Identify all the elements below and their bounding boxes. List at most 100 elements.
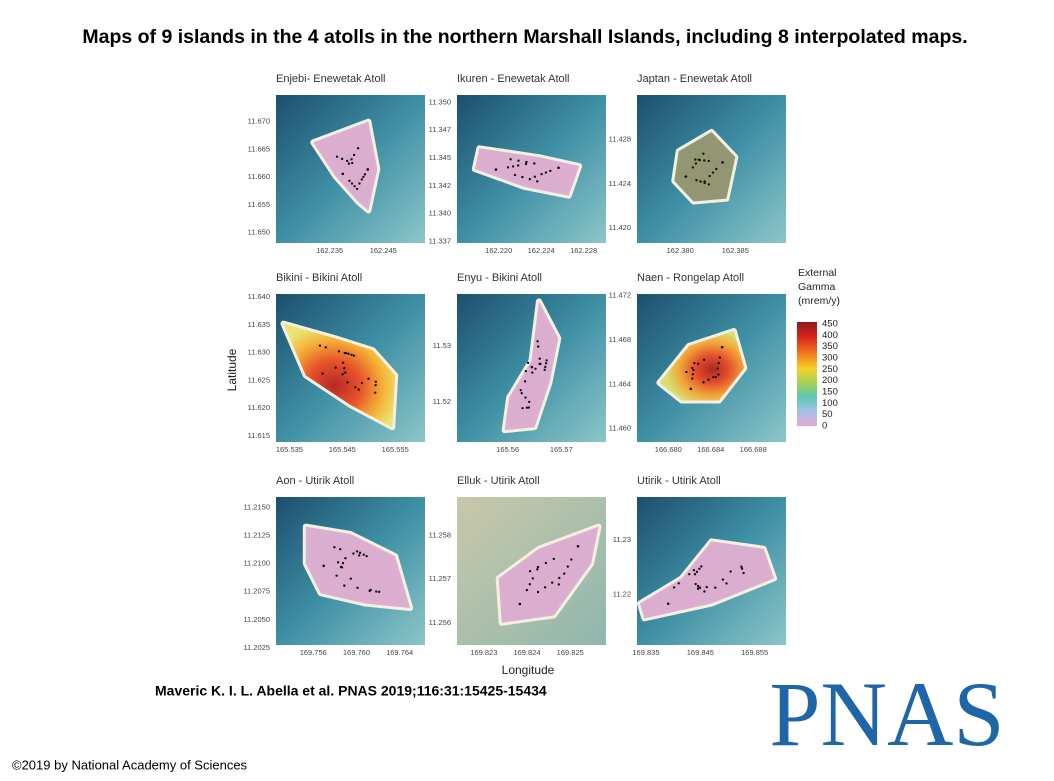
- sample-point: [366, 168, 369, 171]
- sample-point: [691, 373, 695, 376]
- sample-point: [717, 373, 720, 376]
- sample-point: [695, 570, 699, 574]
- y-tick-label: 11.2150: [243, 502, 270, 511]
- sample-point: [347, 352, 350, 356]
- sample-point: [516, 164, 520, 167]
- interpolated-area: [498, 526, 599, 623]
- sample-point: [570, 558, 573, 561]
- sample-point: [528, 569, 532, 573]
- sample-point: [702, 381, 705, 384]
- y-tick-label: 11.420: [609, 223, 631, 232]
- legend-label: 200: [822, 375, 838, 386]
- sample-point: [689, 387, 693, 391]
- sample-point: [528, 400, 531, 404]
- sample-point: [526, 361, 530, 365]
- x-tick-label: 169.823: [470, 648, 497, 657]
- sample-point: [558, 576, 561, 580]
- citation: Maveric K. I. L. Abella et al. PNAS 2019…: [155, 683, 547, 699]
- sample-point: [695, 178, 698, 182]
- y-tick-label: 11.635: [248, 320, 270, 329]
- y-tick-label: 11.428: [609, 134, 631, 143]
- sample-point: [714, 586, 717, 589]
- sample-point: [358, 551, 362, 555]
- sample-point: [696, 587, 700, 590]
- y-tick-label: 11.2025: [243, 643, 270, 652]
- sample-point: [677, 582, 680, 585]
- legend-label: 50: [822, 409, 833, 420]
- sample-point: [341, 373, 344, 376]
- x-tick-label: 166.688: [740, 445, 767, 454]
- sample-point: [346, 381, 349, 384]
- x-axis-label: Longitude: [502, 663, 555, 677]
- sample-point: [368, 589, 371, 593]
- sample-point: [717, 361, 720, 365]
- sample-point: [536, 565, 540, 569]
- sample-point: [705, 585, 708, 589]
- legend-label: 450: [822, 319, 838, 330]
- sample-point: [374, 383, 377, 387]
- sample-point: [692, 568, 696, 572]
- sample-point: [703, 159, 706, 162]
- sample-point: [552, 557, 555, 561]
- sample-point: [550, 581, 554, 584]
- sample-point: [358, 182, 361, 185]
- panel-title: Enyu - Bikini Atoll: [457, 272, 542, 284]
- sample-point: [694, 158, 697, 161]
- sample-point: [377, 590, 381, 594]
- sample-point: [729, 570, 732, 573]
- sample-point: [537, 345, 540, 348]
- x-tick-label: 169.764: [386, 648, 413, 657]
- y-tick-label: 11.625: [248, 375, 270, 384]
- sample-point: [576, 545, 580, 548]
- slide-title: Maps of 9 islands in the 4 atolls in the…: [82, 26, 967, 48]
- sample-point: [672, 586, 676, 589]
- sample-point: [691, 166, 695, 169]
- legend-label: 350: [822, 341, 838, 352]
- sample-point: [725, 582, 728, 585]
- panel-title: Bikini - Bikini Atoll: [276, 272, 362, 284]
- y-tick-label: 11.655: [248, 200, 270, 209]
- sample-point: [350, 158, 353, 161]
- sample-point: [360, 178, 364, 181]
- sample-point: [353, 185, 356, 188]
- sample-point: [525, 160, 528, 164]
- sample-point: [544, 561, 548, 565]
- sample-point: [702, 358, 706, 361]
- sample-point: [347, 162, 351, 165]
- x-tick-label: 169.760: [343, 648, 370, 657]
- y-tick-label: 11.460: [609, 424, 631, 433]
- sample-point: [527, 406, 531, 409]
- sample-point: [521, 406, 524, 410]
- sample-point: [696, 362, 700, 366]
- sample-point: [343, 351, 346, 355]
- copyright: ©2019 by National Academy of Sciences: [12, 757, 248, 772]
- legend-label: 300: [822, 353, 838, 364]
- sample-point: [318, 344, 322, 347]
- sample-point: [524, 162, 528, 166]
- pnas-logo: PNAS: [769, 663, 1004, 765]
- y-tick-label: 11.660: [248, 172, 270, 181]
- x-tick-label: 165.56: [496, 445, 519, 454]
- sample-point: [520, 391, 523, 395]
- x-tick-label: 162.224: [528, 246, 555, 255]
- y-tick-label: 11.345: [429, 153, 451, 162]
- x-tick-label: 162.220: [485, 246, 512, 255]
- interpolated-area: [313, 121, 378, 211]
- sample-point: [352, 552, 355, 555]
- sample-point: [343, 367, 346, 370]
- y-tick-label: 11.665: [248, 144, 270, 153]
- colorbar: [797, 322, 817, 426]
- sample-point: [545, 359, 548, 362]
- sample-point: [703, 590, 706, 593]
- y-tick-label: 11.52: [433, 397, 451, 406]
- sample-point: [740, 567, 744, 570]
- sample-point: [348, 179, 351, 183]
- sample-point: [518, 602, 522, 606]
- x-tick-label: 169.835: [632, 648, 659, 657]
- legend-label: 0: [822, 421, 827, 432]
- y-tick-label: 11.650: [248, 228, 270, 237]
- x-tick-label: 169.825: [557, 648, 584, 657]
- sample-point: [341, 172, 344, 176]
- sample-point: [352, 153, 356, 157]
